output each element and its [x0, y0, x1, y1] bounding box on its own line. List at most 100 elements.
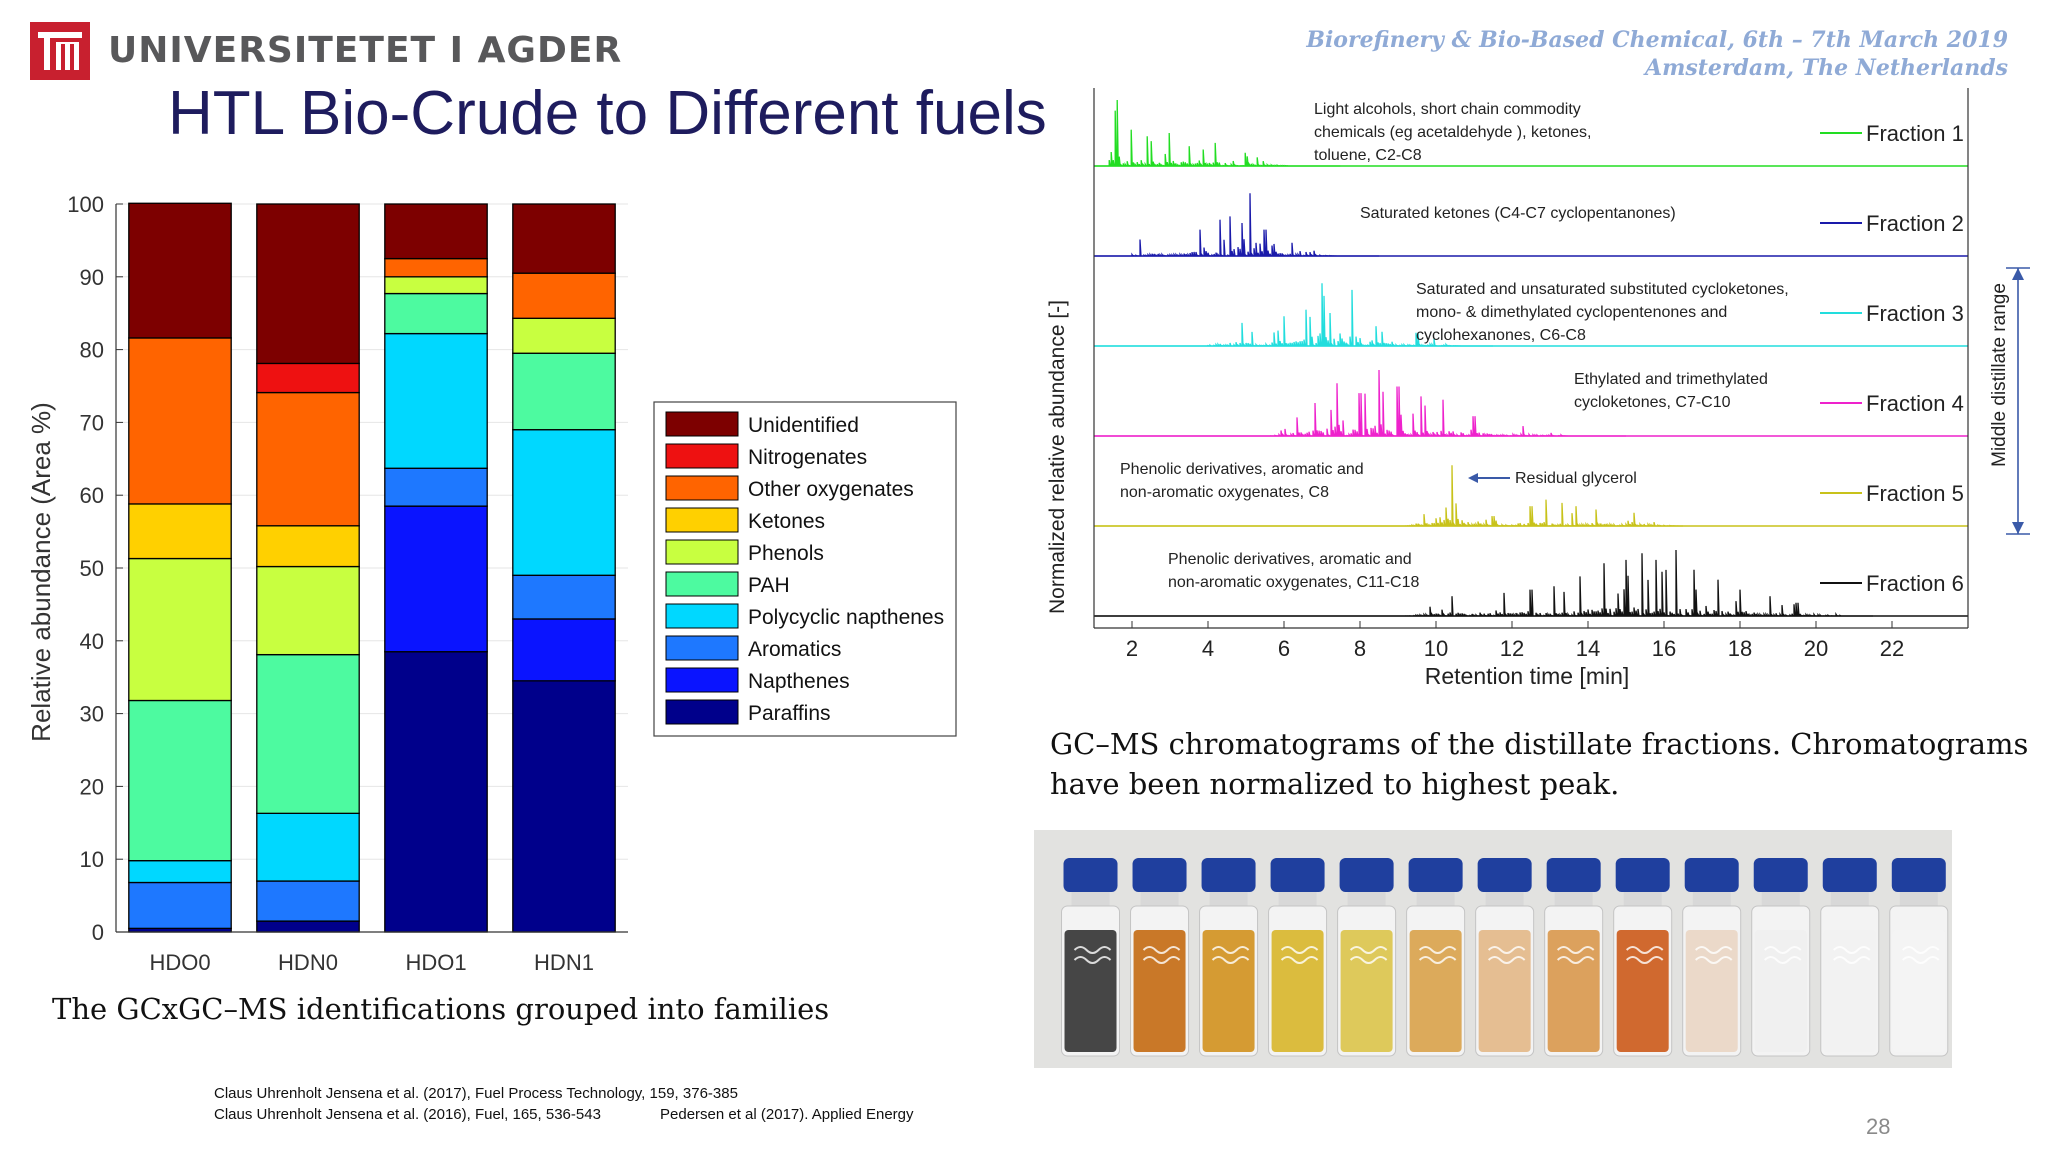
chromatogram-traces: Fraction 1 Light alcohols, short chain co… — [1094, 99, 1968, 617]
bar-segment-phenols — [256, 565, 360, 656]
university-name: UNIVERSITETET I AGDER — [108, 30, 623, 71]
bar-segment-other-oxygenates — [256, 391, 360, 527]
vial-liquid — [1892, 930, 1945, 1052]
bar-segment-polycyclic-napthenes — [128, 860, 232, 884]
bar-segment-other-oxygenates — [128, 337, 232, 505]
trace-fraction-2 — [1094, 193, 1379, 257]
vial-label-mark — [1211, 946, 1250, 954]
vial-label-mark — [1073, 956, 1112, 964]
legend-swatch — [665, 571, 739, 597]
fraction-annotation: cyclohexanones, C6-C8 — [1416, 327, 1586, 344]
vial-label-mark — [1349, 956, 1388, 964]
vial-label-mark — [1418, 946, 1457, 954]
bar-segment-pah — [128, 699, 232, 862]
legend-label: Phenols — [748, 542, 824, 565]
note-label: Residual glycerol — [1515, 470, 1637, 487]
bracket-arrow-down — [2012, 522, 2024, 534]
vial-label-mark — [1902, 956, 1940, 964]
vial-label-mark — [1625, 956, 1664, 964]
vial-cap — [1132, 858, 1187, 892]
vial-liquid — [1340, 930, 1393, 1052]
conference-info: Biorefinery & Bio-Based Chemical, 6th – … — [1306, 26, 2008, 82]
vial-label-mark — [1073, 946, 1112, 954]
bar-segment-ketones — [256, 525, 360, 568]
bar-segment-aromatics — [256, 880, 360, 922]
legend-label: Aromatics — [748, 638, 841, 661]
stacked-bar-chart: Relative abundance (Area %) 0 10 20 30 40 50 6… — [26, 192, 957, 975]
reference-3: Pedersen et al (2017). Applied Energy — [660, 1106, 914, 1123]
legend-swatch — [665, 667, 739, 693]
vial-neck — [1554, 892, 1593, 906]
bar-segment-phenols — [384, 276, 488, 295]
bar-segment-polycyclic-napthenes — [384, 332, 488, 469]
conference-line-2: Amsterdam, The Netherlands — [1645, 55, 2008, 81]
note-arrow-head — [1468, 473, 1478, 483]
gc-x-tick-label: 16 — [1652, 636, 1676, 661]
vial-label-mark — [1764, 956, 1802, 964]
slide-title: HTL Bio-Crude to Different fuels — [168, 79, 1047, 148]
fraction-annotation: mono- & dimethylated cyclopentenones and — [1416, 304, 1727, 321]
vial-liquid — [1754, 930, 1807, 1052]
vial-cap — [1270, 858, 1325, 892]
fraction-label: Fraction 3 — [1866, 301, 1964, 326]
bar-segment-paraffins — [512, 680, 616, 933]
fraction-annotation: non-aromatic oxygenates, C8 — [1120, 484, 1329, 501]
trace-fraction-3 — [1094, 283, 1493, 347]
page-number: 28 — [1866, 1114, 1891, 1139]
x-tick-label: HDN0 — [278, 950, 338, 975]
vial-label-mark — [1695, 956, 1733, 964]
bar-segment-aromatics — [384, 467, 488, 507]
fraction-annotation: chemicals (eg acetaldehyde ), ketones, — [1314, 124, 1591, 141]
fraction-label: Fraction 5 — [1866, 481, 1964, 506]
bar-segment-napthenes — [512, 618, 616, 682]
vial-cap — [1822, 858, 1877, 892]
y-tick-label: 60 — [80, 483, 104, 508]
y-axis-label: Relative abundance (Area %) — [26, 402, 56, 742]
gc-x-tick-label: 6 — [1278, 636, 1290, 661]
gc-x-tick-label: 2 — [1126, 636, 1138, 661]
vial-neck — [1899, 892, 1938, 906]
bar-segment-polycyclic-napthenes — [256, 812, 360, 882]
fraction-label: Fraction 1 — [1866, 121, 1964, 146]
bar-segment-unidentified — [256, 203, 360, 365]
bracket-label: Middle distillate range — [1989, 283, 2010, 467]
vial-liquid — [1064, 930, 1117, 1052]
chromatogram-caption: GC–MS chromatograms of the distillate fr… — [1050, 727, 2029, 801]
bar-axes: 0 10 20 30 40 50 60 70 80 90 100 HDO0 HDN0 HDO1 HDN1 — [67, 192, 628, 975]
vial-label-mark — [1556, 956, 1595, 964]
vial-liquid — [1616, 930, 1669, 1052]
legend-swatch — [665, 475, 739, 501]
bar-segment-paraffins — [384, 651, 488, 933]
gc-x-tick-label: 14 — [1576, 636, 1600, 661]
university-logo-icon — [30, 22, 90, 80]
vial-label-mark — [1625, 946, 1664, 954]
y-tick-label: 100 — [67, 192, 104, 217]
gc-x-tick-label: 12 — [1500, 636, 1524, 661]
fraction-annotation: Light alcohols, short chain commodity — [1314, 101, 1581, 118]
vial-label-mark — [1556, 946, 1595, 954]
vial-neck — [1071, 892, 1110, 906]
trace-fraction-1 — [1094, 99, 1341, 167]
vial-liquid — [1685, 930, 1738, 1052]
vial-label-mark — [1902, 946, 1940, 954]
vial-label-mark — [1280, 946, 1319, 954]
bar-series — [128, 202, 616, 933]
vial-cap — [1684, 858, 1739, 892]
legend-label: Ketones — [748, 510, 825, 533]
vial-neck — [1761, 892, 1800, 906]
bar-segment-aromatics — [512, 574, 616, 620]
vial-liquid — [1478, 930, 1531, 1052]
vial-liquid — [1271, 930, 1324, 1052]
bar-segment-aromatics — [128, 881, 232, 930]
x-tick-label: HDO0 — [149, 950, 210, 975]
vial-label-mark — [1833, 956, 1871, 964]
vial-label-mark — [1418, 956, 1457, 964]
gc-x-tick-label: 18 — [1728, 636, 1752, 661]
bar-segment-unidentified — [128, 202, 232, 339]
vial-cap — [1063, 858, 1118, 892]
fraction-annotation: Saturated ketones (C4-C7 cyclopentanones… — [1360, 205, 1676, 222]
bar-segment-paraffins — [256, 920, 360, 933]
vial-cap — [1753, 858, 1808, 892]
legend-swatch — [665, 507, 739, 533]
vials-image — [1061, 858, 1949, 1057]
